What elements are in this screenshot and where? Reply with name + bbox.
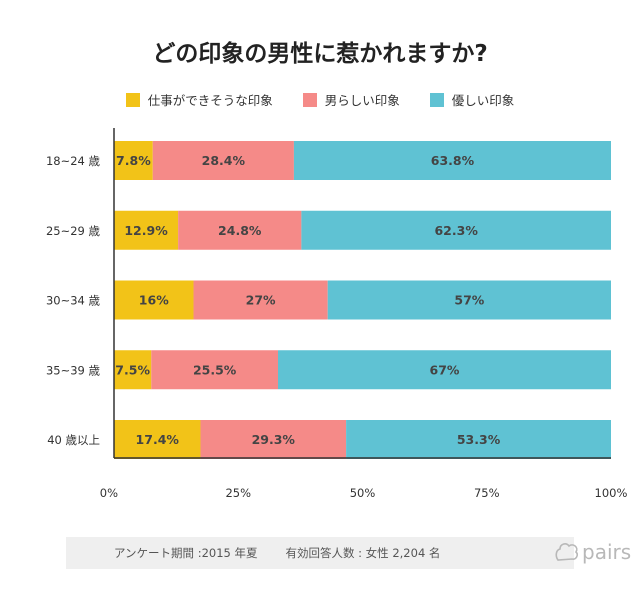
bar-segment [293, 141, 611, 180]
data-label: 12.9% [124, 223, 168, 238]
bar-segment [114, 141, 153, 180]
bar-segment [200, 420, 347, 459]
bar-segment [346, 420, 611, 459]
category-label: 40 歳以上 [47, 433, 100, 447]
x-tick-label: 100% [595, 486, 628, 500]
legend-label-kind: 優しい印象 [451, 93, 515, 108]
bar-segment [193, 280, 328, 320]
data-label: 16% [139, 293, 169, 308]
pairs-logo: pairs [554, 540, 631, 564]
bar-segment [114, 350, 152, 390]
legend-swatch-manly [302, 92, 317, 107]
data-label: 63.8% [431, 153, 475, 168]
bar-segment [114, 210, 179, 250]
x-tick-label: 0% [100, 486, 118, 500]
bar-segment [114, 420, 201, 459]
chart-title: どの印象の男性に惹かれますか? [152, 41, 488, 67]
data-label: 53.3% [457, 432, 501, 447]
legend-swatch-kind [429, 92, 444, 107]
data-label: 7.8% [116, 153, 151, 168]
legend-item-capable: 仕事ができそうな印象 [125, 90, 273, 109]
data-label: 29.3% [252, 432, 296, 447]
data-label: 62.3% [434, 223, 478, 238]
data-label: 7.5% [115, 362, 150, 377]
data-label: 57% [454, 293, 484, 308]
footer: アンケート期間 :2015 年夏 有効回答人数 : 女性 2,204 名 pai… [66, 537, 631, 569]
bar-segment [114, 280, 194, 320]
data-label: 67% [430, 362, 460, 377]
stacked-bar-chart: 7.8% 28.4% 63.8% 18~24 歳 12.9% 24.8% 62.3% 25~2… [46, 128, 628, 500]
legend-item-kind: 優しい印象 [429, 90, 515, 109]
pairs-logo-text: pairs [582, 540, 632, 564]
category-label: 18~24 歳 [46, 154, 101, 168]
category-label: 30~34 歳 [46, 294, 101, 308]
category-label: 25~29 歳 [46, 224, 101, 238]
data-label: 25.5% [193, 362, 237, 377]
data-label: 27% [246, 293, 276, 308]
survey-period: アンケート期間 :2015 年夏 [114, 546, 258, 560]
bar-segment [301, 210, 611, 250]
category-label: 35~39 歳 [46, 363, 101, 377]
legend-item-manly: 男らしい印象 [302, 90, 400, 109]
x-tick-label: 50% [350, 486, 376, 500]
data-label: 28.4% [202, 153, 246, 168]
bar-segment [327, 280, 611, 320]
bar-segment [152, 141, 294, 180]
data-label: 24.8% [218, 223, 262, 238]
pairs-logo-icon [555, 543, 579, 561]
sample-size: 有効回答人数 : 女性 2,204 名 [285, 546, 441, 560]
legend-label-capable: 仕事ができそうな印象 [147, 93, 273, 108]
legend: 仕事ができそうな印象 男らしい印象 優しい印象 [0, 90, 640, 109]
bar-segment [151, 350, 279, 390]
legend-swatch-capable [125, 92, 140, 107]
x-tick-label: 25% [225, 486, 251, 500]
legend-label-manly: 男らしい印象 [324, 93, 400, 108]
bar-segment [278, 350, 611, 390]
bar-segment [178, 210, 302, 250]
data-label: 17.4% [136, 432, 180, 447]
x-tick-label: 75% [474, 486, 500, 500]
